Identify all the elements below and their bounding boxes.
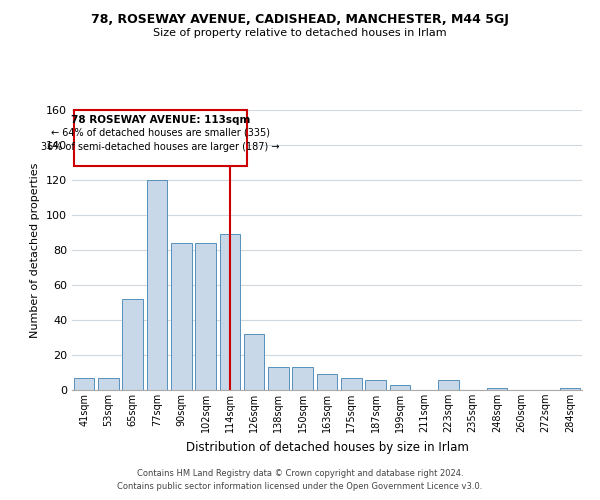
Text: Contains public sector information licensed under the Open Government Licence v3: Contains public sector information licen…: [118, 482, 482, 491]
Bar: [98, 378, 119, 390]
Bar: [268, 367, 289, 390]
Text: 78, ROSEWAY AVENUE, CADISHEAD, MANCHESTER, M44 5GJ: 78, ROSEWAY AVENUE, CADISHEAD, MANCHESTE…: [91, 12, 509, 26]
Bar: [389, 385, 410, 390]
Bar: [74, 378, 94, 390]
Text: Contains HM Land Registry data © Crown copyright and database right 2024.: Contains HM Land Registry data © Crown c…: [137, 468, 463, 477]
Bar: [220, 234, 240, 390]
Bar: [317, 374, 337, 390]
Bar: [244, 334, 265, 390]
Y-axis label: Number of detached properties: Number of detached properties: [31, 162, 40, 338]
Text: ← 64% of detached houses are smaller (335): ← 64% of detached houses are smaller (33…: [51, 128, 270, 138]
Text: Size of property relative to detached houses in Irlam: Size of property relative to detached ho…: [153, 28, 447, 38]
Text: 36% of semi-detached houses are larger (187) →: 36% of semi-detached houses are larger (…: [41, 142, 280, 152]
Bar: [122, 299, 143, 390]
X-axis label: Distribution of detached houses by size in Irlam: Distribution of detached houses by size …: [185, 440, 469, 454]
Bar: [487, 388, 508, 390]
Bar: [195, 243, 216, 390]
Text: 78 ROSEWAY AVENUE: 113sqm: 78 ROSEWAY AVENUE: 113sqm: [71, 116, 250, 125]
Bar: [341, 378, 362, 390]
Bar: [365, 380, 386, 390]
FancyBboxPatch shape: [74, 110, 247, 166]
Bar: [171, 243, 191, 390]
Bar: [560, 388, 580, 390]
Bar: [292, 367, 313, 390]
Bar: [146, 180, 167, 390]
Bar: [438, 380, 459, 390]
